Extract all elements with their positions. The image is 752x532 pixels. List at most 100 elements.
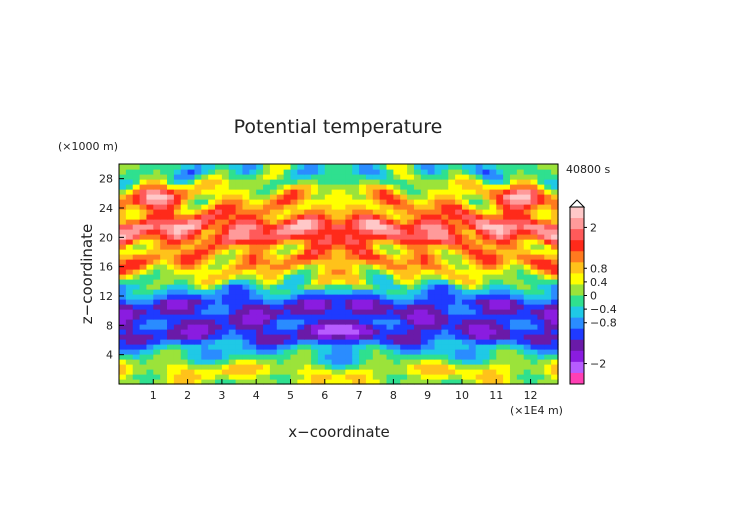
heatmap-cell — [365, 174, 374, 180]
heatmap-cell — [503, 344, 511, 350]
heatmap-cell — [187, 189, 196, 195]
heatmap-cell — [441, 299, 449, 305]
heatmap-cell — [201, 299, 209, 305]
heatmap-cell — [523, 294, 532, 300]
heatmap-cell — [441, 249, 449, 255]
heatmap-cell — [290, 329, 298, 335]
heatmap-cell — [516, 164, 525, 170]
heatmap-cell — [187, 304, 196, 310]
heatmap-cell — [530, 349, 539, 355]
heatmap-cell — [235, 339, 244, 345]
heatmap-cell — [537, 169, 545, 175]
heatmap-cell — [448, 379, 456, 385]
heatmap-cell — [413, 249, 422, 255]
heatmap-cell — [180, 274, 189, 280]
heatmap-cell — [372, 209, 381, 215]
heatmap-cell — [132, 274, 141, 280]
heatmap-cell — [455, 319, 463, 325]
heatmap-cell — [400, 304, 408, 310]
heatmap-cell — [434, 379, 442, 385]
heatmap-cell — [215, 204, 223, 210]
heatmap-cell — [263, 334, 271, 340]
heatmap-cell — [537, 294, 545, 300]
heatmap-cell — [455, 174, 463, 180]
heatmap-cell — [249, 264, 257, 270]
heatmap-cell — [125, 279, 134, 285]
heatmap-cell — [180, 279, 189, 285]
heatmap-cell — [393, 299, 401, 305]
heatmap-cell — [256, 184, 264, 190]
heatmap-cell — [496, 294, 504, 300]
heatmap-cell — [468, 214, 477, 220]
heatmap-cell — [461, 214, 470, 220]
heatmap-cell — [317, 199, 326, 205]
heatmap-cell — [187, 214, 196, 220]
heatmap-cell — [242, 214, 250, 220]
heatmap-cell — [448, 244, 456, 250]
heatmap-cell — [413, 164, 422, 170]
heatmap-cell — [503, 224, 511, 230]
heatmap-cell — [317, 374, 326, 380]
heatmap-cell — [503, 374, 511, 380]
heatmap-cell — [132, 324, 141, 330]
colorbar-swatch — [570, 350, 584, 363]
heatmap-cell — [290, 339, 298, 345]
heatmap-cell — [365, 164, 374, 170]
heatmap-cell — [304, 179, 312, 185]
heatmap-cell — [242, 249, 250, 255]
heatmap-cell — [365, 379, 374, 385]
heatmap-cell — [146, 369, 154, 375]
heatmap-cell — [352, 354, 360, 360]
heatmap-cell — [482, 254, 491, 260]
heatmap-cell — [537, 274, 545, 280]
heatmap-cell — [324, 314, 333, 320]
heatmap-cell — [393, 279, 401, 285]
heatmap-cell — [413, 369, 422, 375]
heatmap-cell — [331, 349, 340, 355]
heatmap-cell — [194, 354, 202, 360]
heatmap-cell — [221, 174, 230, 180]
heatmap-cell — [393, 294, 401, 300]
heatmap-cell — [516, 319, 525, 325]
heatmap-cell — [338, 294, 346, 300]
heatmap-cell — [345, 324, 353, 330]
heatmap-cell — [256, 364, 264, 370]
heatmap-cell — [455, 314, 463, 320]
heatmap-cell — [427, 364, 436, 370]
heatmap-cell — [125, 239, 134, 245]
heatmap-cell — [215, 194, 223, 200]
heatmap-cell — [461, 294, 470, 300]
heatmap-cell — [338, 289, 346, 295]
heatmap-cell — [345, 294, 353, 300]
heatmap-cell — [413, 334, 422, 340]
heatmap-cell — [427, 374, 436, 380]
heatmap-cell — [290, 189, 298, 195]
heatmap-cell — [503, 324, 511, 330]
heatmap-cell — [125, 319, 134, 325]
y-tick-label: 28 — [99, 173, 113, 186]
heatmap-cell — [173, 249, 182, 255]
heatmap-cell — [132, 264, 141, 270]
heatmap-cell — [256, 194, 264, 200]
heatmap-cell — [489, 199, 497, 205]
heatmap-cell — [537, 304, 545, 310]
heatmap-cell — [551, 214, 559, 220]
heatmap-cell — [228, 379, 237, 385]
heatmap-cell — [338, 304, 346, 310]
heatmap-cell — [249, 214, 257, 220]
y-axis-label: z−coordinate — [78, 224, 96, 324]
heatmap-cell — [125, 254, 134, 260]
heatmap-cell — [208, 364, 216, 370]
heatmap-cell — [372, 199, 381, 205]
heatmap-cell — [372, 364, 381, 370]
heatmap-cell — [283, 264, 292, 270]
heatmap-cell — [283, 294, 292, 300]
heatmap-cell — [221, 294, 230, 300]
heatmap-cell — [489, 269, 497, 275]
heatmap-cell — [365, 374, 374, 380]
heatmap-cell — [503, 289, 511, 295]
heatmap-cell — [304, 279, 312, 285]
heatmap-cell — [297, 219, 305, 225]
heatmap-cell — [359, 219, 367, 225]
heatmap-cell — [201, 224, 209, 230]
